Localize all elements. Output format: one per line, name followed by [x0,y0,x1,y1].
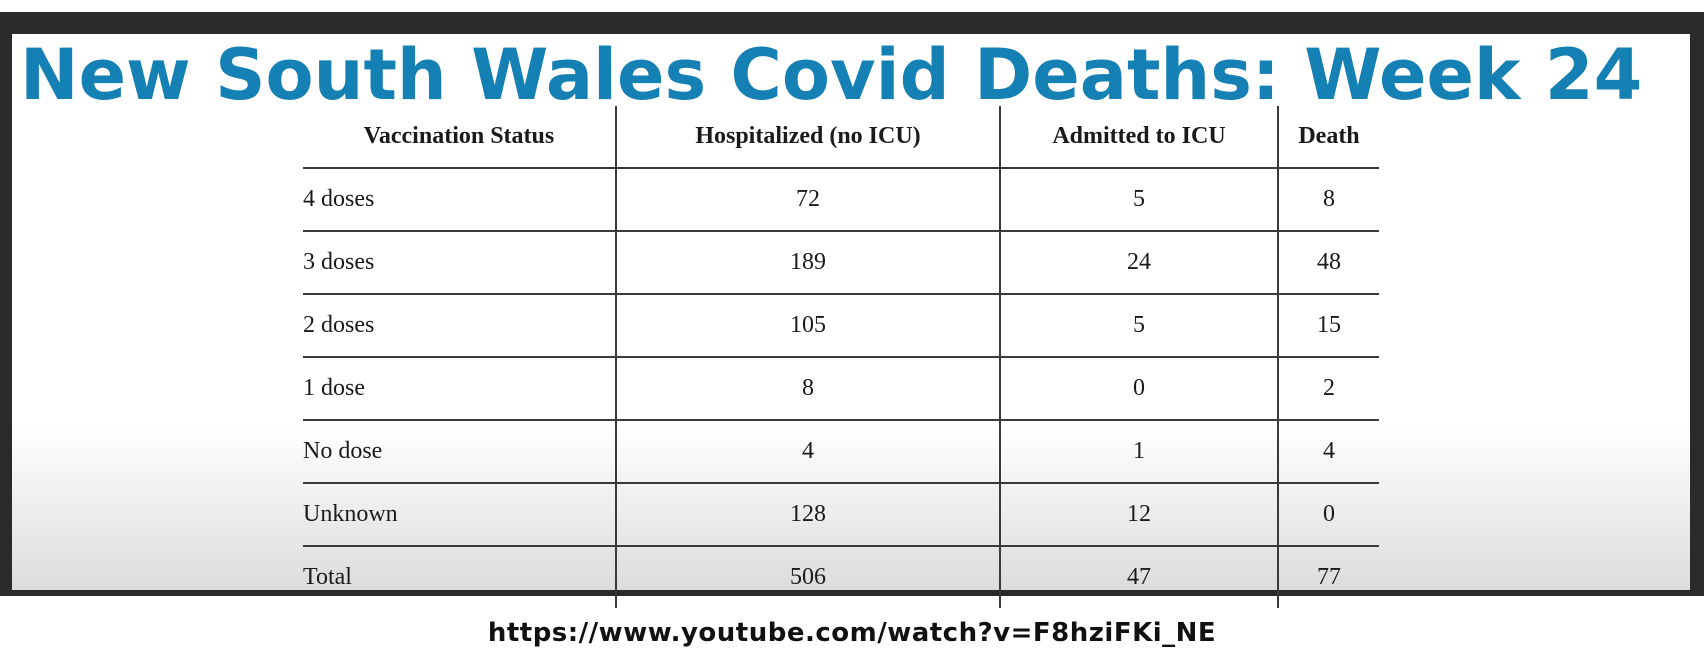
cell-icu: 0 [1000,357,1279,421]
table-header-row: Vaccination Status Hospitalized (no ICU)… [303,106,1379,169]
slide-title: New South Wales Covid Deaths: Week 24 [20,34,1643,116]
cell-hospitalized: 105 [616,294,1001,358]
cell-death: 15 [1278,294,1379,358]
cell-status: 3 doses [303,231,617,295]
cell-icu: 47 [1000,546,1279,608]
cell-hospitalized: 72 [616,168,1001,232]
cell-icu: 12 [1000,483,1279,547]
cell-hospitalized: 189 [616,231,1001,295]
cell-status: Total [303,546,617,608]
cell-status: 4 doses [303,168,617,232]
cell-death: 0 [1278,483,1379,547]
table-row: 3 doses 189 24 48 [303,231,1379,295]
cell-death: 77 [1317,564,1341,590]
video-frame: New South Wales Covid Deaths: Week 24 Va… [0,12,1704,608]
table-row: 2 doses 105 5 15 [303,294,1379,358]
cell-icu: 1 [1000,420,1279,484]
table-row: 4 doses 72 5 8 [303,168,1379,232]
cell-death: 48 [1278,231,1379,295]
source-url: https://www.youtube.com/watch?v=F8hziFKi… [487,618,1217,648]
cell-status: No dose [303,420,617,484]
header-icu: Admitted to ICU [1000,106,1279,169]
cell-hospitalized: 8 [616,357,1001,421]
cell-death: 4 [1278,420,1379,484]
cell-death: 8 [1278,168,1379,232]
cell-hospitalized: 506 [616,546,1001,608]
deaths-table: Vaccination Status Hospitalized (no ICU)… [303,106,1379,608]
cell-status: 1 dose [303,357,617,421]
cell-icu: 5 [1000,168,1279,232]
cell-icu: 5 [1000,294,1279,358]
cell-status: 2 doses [303,294,617,358]
table-row: 1 dose 8 0 2 [303,357,1379,421]
header-vaccination-status: Vaccination Status [303,106,617,169]
cell-hospitalized: 128 [616,483,1001,547]
table-row: No dose 4 1 4 [303,420,1379,484]
cell-icu: 24 [1000,231,1279,295]
table-total-row: Total 506 47 77 [303,546,1379,608]
slide: New South Wales Covid Deaths: Week 24 Va… [12,34,1690,608]
cell-death: 2 [1278,357,1379,421]
cell-hospitalized: 4 [616,420,1001,484]
header-death: Death [1278,106,1379,169]
table-row: Unknown 128 12 0 [303,483,1379,547]
header-hospitalized: Hospitalized (no ICU) [616,106,1001,169]
cell-status: Unknown [303,483,617,547]
